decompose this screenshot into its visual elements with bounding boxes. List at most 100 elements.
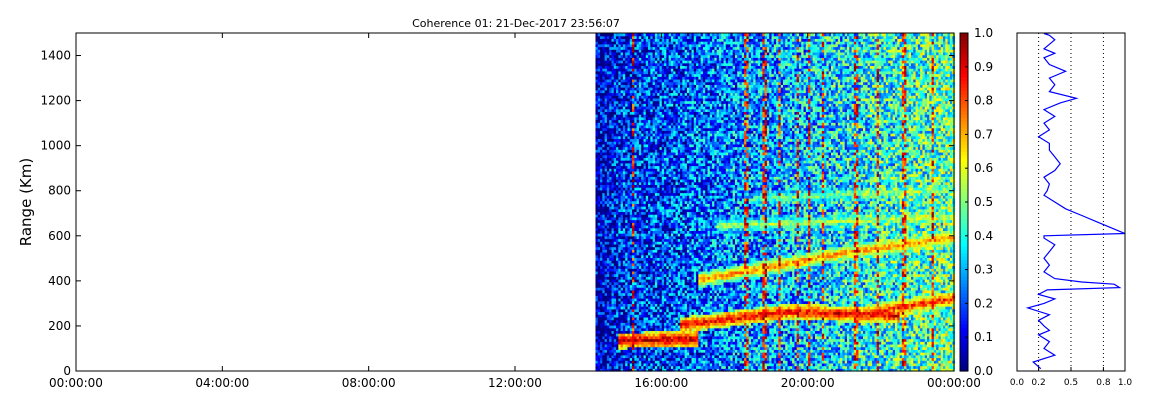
heatmap-cell xyxy=(629,341,633,345)
heatmap-cell xyxy=(606,154,610,158)
heatmap-cell xyxy=(636,138,640,142)
heatmap-cell xyxy=(625,116,629,121)
heatmap-cell xyxy=(597,254,601,259)
heatmap-cell xyxy=(597,38,601,42)
heatmap-cell xyxy=(625,124,629,129)
heatmap-cell xyxy=(611,78,615,83)
heatmap-cell xyxy=(632,219,635,223)
heatmap-cell xyxy=(616,270,619,275)
heatmap-cell xyxy=(638,170,642,175)
heatmap-cell xyxy=(668,243,672,248)
heatmap-cell xyxy=(650,130,654,134)
heatmap-cell xyxy=(622,219,626,223)
heatmap-cell xyxy=(627,287,631,291)
heatmap-cell xyxy=(654,124,658,129)
heatmap-cell xyxy=(664,287,667,291)
heatmap-cell xyxy=(629,303,633,307)
heatmap-cell xyxy=(604,168,608,172)
heatmap-cell xyxy=(611,119,615,123)
heatmap-cell xyxy=(668,360,672,364)
heatmap-cell xyxy=(620,135,624,140)
heatmap-cell xyxy=(673,165,677,169)
heatmap-cell xyxy=(634,192,638,196)
heatmap-cell xyxy=(668,46,672,50)
heatmap-cell xyxy=(675,192,679,196)
heatmap-cell xyxy=(600,119,603,123)
heatmap-cell xyxy=(606,322,610,326)
heatmap-cell xyxy=(611,238,615,242)
heatmap-cell xyxy=(613,41,617,45)
heatmap-cell xyxy=(654,170,658,175)
heatmap-cell xyxy=(645,35,649,39)
heatmap-cell xyxy=(638,100,642,104)
heatmap-cell xyxy=(613,284,617,288)
heatmap-cell xyxy=(682,270,686,275)
heatmap-cell xyxy=(604,352,608,356)
heatmap-cell xyxy=(677,338,681,342)
heatmap-cell xyxy=(664,179,667,183)
heatmap-cell xyxy=(670,135,674,140)
heatmap-cell xyxy=(654,238,658,242)
heatmap-cell xyxy=(632,176,635,180)
heatmap-cell xyxy=(622,316,626,321)
heatmap-cell xyxy=(613,357,617,361)
heatmap-cell xyxy=(668,352,672,356)
heatmap-cell xyxy=(620,116,624,121)
heatmap-cell xyxy=(657,151,661,156)
heatmap-cell xyxy=(622,257,626,261)
heatmap-cell xyxy=(645,84,649,88)
heatmap-cell xyxy=(682,124,686,129)
heatmap-cell xyxy=(620,141,624,145)
heatmap-cell xyxy=(632,233,635,237)
heatmap-cell xyxy=(682,81,686,85)
heatmap-cell xyxy=(606,303,610,307)
heatmap-cell xyxy=(661,122,665,126)
heatmap-cell xyxy=(634,214,638,218)
heatmap-cell xyxy=(677,335,681,340)
heatmap-cell xyxy=(657,181,661,186)
heatmap-cell xyxy=(659,268,663,272)
heatmap-cell xyxy=(645,141,649,145)
heatmap-cell xyxy=(604,73,608,77)
heatmap-cell xyxy=(670,319,674,323)
heatmap-cell xyxy=(622,241,626,245)
heatmap-cell xyxy=(595,206,599,210)
heatmap-cell xyxy=(625,95,629,99)
heatmap-cell xyxy=(670,173,674,177)
heatmap-cell xyxy=(613,316,617,321)
heatmap-cell xyxy=(636,35,640,39)
heatmap-cell xyxy=(673,195,677,199)
heatmap-cell xyxy=(638,41,642,45)
heatmap-cell xyxy=(620,262,624,267)
heatmap-cell xyxy=(643,76,647,80)
heatmap-cell xyxy=(643,187,647,191)
heatmap-cell xyxy=(595,114,599,118)
heatmap-cell xyxy=(602,292,606,296)
heatmap-cell xyxy=(600,35,603,39)
heatmap-cell xyxy=(645,100,649,104)
heatmap-cell xyxy=(670,360,674,364)
heatmap-cell xyxy=(682,238,686,242)
heatmap-cell xyxy=(664,149,667,153)
heatmap-cell xyxy=(654,327,658,332)
heatmap-cell xyxy=(657,103,661,107)
heatmap-cell xyxy=(668,162,672,167)
heatmap-cell xyxy=(648,306,651,310)
heatmap-cell xyxy=(673,254,677,259)
heatmap-cell xyxy=(666,284,670,288)
heatmap-cell xyxy=(606,325,610,329)
heatmap-cell xyxy=(634,365,638,369)
heatmap-cell xyxy=(682,206,686,210)
heatmap-cell xyxy=(641,176,645,180)
heatmap-cell xyxy=(666,54,670,58)
heatmap-cell xyxy=(682,319,686,323)
heatmap-cell xyxy=(657,70,661,75)
heatmap-cell xyxy=(636,306,640,310)
heatmap-cell xyxy=(600,252,603,256)
heatmap-cell xyxy=(682,338,686,342)
heatmap-cell xyxy=(654,270,658,275)
heatmap-cell xyxy=(650,270,654,275)
heatmap-cell xyxy=(650,222,654,226)
heatmap-cell xyxy=(595,322,599,326)
heatmap-cell xyxy=(661,257,665,261)
